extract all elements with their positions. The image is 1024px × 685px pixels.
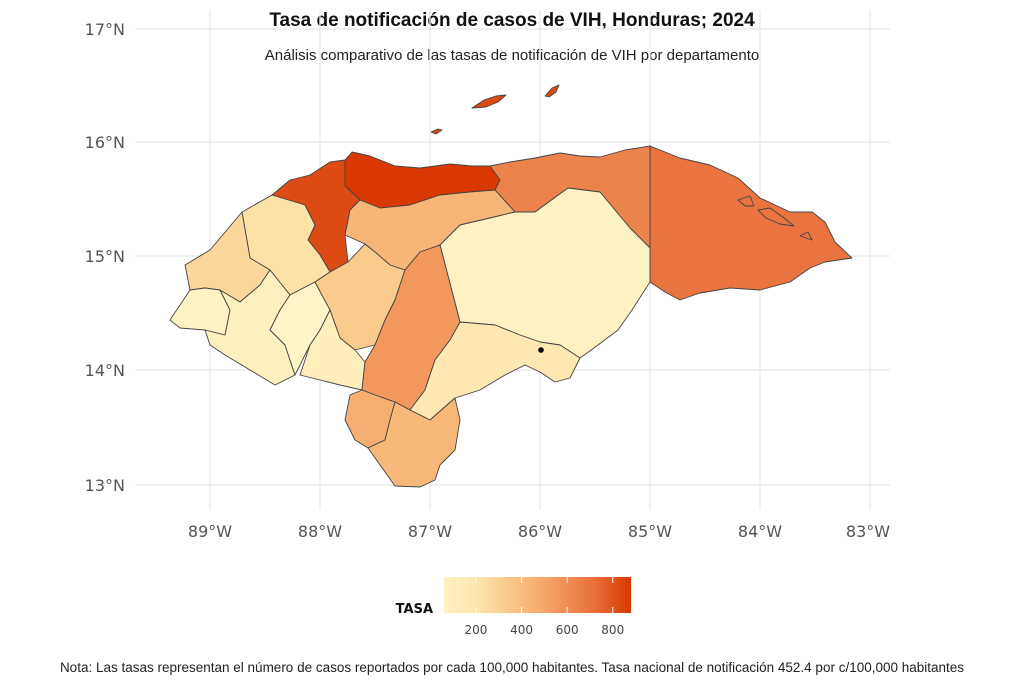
legend-tick-label: 200 [464, 623, 487, 637]
department-ocotepeque[interactable] [169, 287, 231, 336]
x-tick-label: 83°W [846, 522, 890, 541]
x-tick-label: 89°W [188, 522, 232, 541]
chart-title: Tasa de notificación de casos de VIH, Ho… [269, 10, 755, 31]
chart-caption: Nota: Las tasas representan el número de… [59, 660, 965, 675]
department-choluteca[interactable] [367, 397, 461, 488]
y-tick-labels: 13°N 14°N 15°N 16°N 17°N [85, 20, 125, 495]
y-tick-label: 16°N [85, 133, 125, 152]
department-gracias-a-dios[interactable] [649, 145, 853, 301]
capital-marker [538, 347, 544, 353]
legend: TASA 200 400 600 800 [396, 577, 631, 637]
legend-ticks: 200 400 600 800 [464, 577, 624, 637]
y-tick-label: 17°N [85, 20, 125, 39]
x-tick-labels: 89°W 88°W 87°W 86°W 85°W 84°W 83°W [188, 522, 890, 541]
legend-tick-label: 800 [601, 623, 624, 637]
legend-tick-label: 400 [510, 623, 533, 637]
x-tick-label: 88°W [298, 522, 342, 541]
y-tick-label: 13°N [85, 476, 125, 495]
x-tick-label: 86°W [518, 522, 562, 541]
legend-colorbar [444, 577, 631, 613]
x-tick-label: 84°W [738, 522, 782, 541]
y-tick-label: 15°N [85, 247, 125, 266]
department-el-paraiso[interactable] [409, 321, 581, 421]
legend-tick-label: 600 [556, 623, 579, 637]
y-tick-label: 14°N [85, 361, 125, 380]
departments-layer [169, 84, 853, 488]
x-tick-label: 87°W [408, 522, 452, 541]
chart-subtitle: Análisis comparativo de las tasas de not… [264, 47, 760, 64]
legend-title: TASA [396, 602, 433, 617]
x-tick-label: 85°W [628, 522, 672, 541]
department-islas-de-la-bahia[interactable] [430, 84, 560, 135]
